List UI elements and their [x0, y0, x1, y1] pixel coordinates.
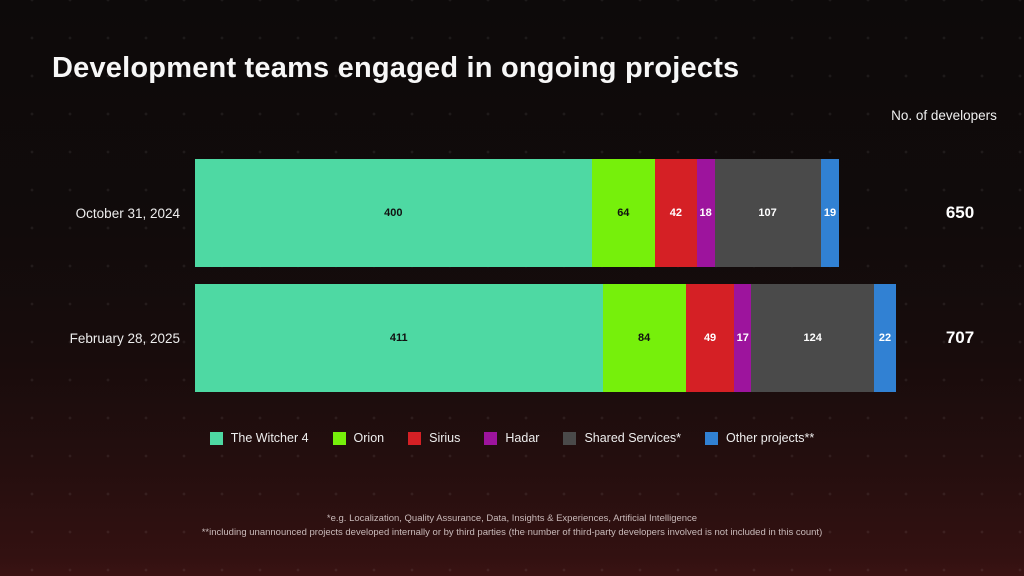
bar-segment: 19: [820, 159, 840, 267]
chart-legend: The Witcher 4 Orion Sirius Hadar Shared Serv…: [0, 431, 1024, 445]
bar-row: February 28, 2025 411 84 49 17 124 22 707: [0, 284, 1024, 392]
row-total: 650: [945, 203, 975, 222]
row-label: October 31, 2024: [75, 205, 180, 221]
legend-label: Hadar: [505, 431, 540, 445]
bar-segment: 49: [685, 284, 735, 392]
legend-item: Orion: [332, 431, 385, 445]
developers-axis-label: No. of developers: [891, 108, 997, 123]
legend-label: Sirius: [429, 431, 461, 445]
legend-swatch-icon: [332, 431, 346, 445]
legend-item: Other projects**: [705, 431, 814, 445]
legend-label: The Witcher 4: [230, 431, 309, 445]
footnote-line-2: **including unannounced projects develop…: [201, 526, 823, 538]
legend-item: The Witcher 4: [209, 431, 309, 445]
bar-segment: 17: [734, 284, 752, 392]
bar-segment: 64: [591, 159, 656, 267]
bar-segment: 22: [874, 284, 896, 392]
footnote-line-1: *e.g. Localization, Quality Assurance, D…: [326, 513, 698, 524]
bar-segment: 400: [195, 159, 592, 267]
legend-label: Other projects**: [726, 431, 815, 445]
bar-segment: 42: [655, 159, 697, 267]
stacked-bar: 400 64 42 18 107 19: [195, 159, 840, 267]
legend-item: Shared Services*: [563, 431, 681, 445]
bar-segment: 107: [714, 159, 821, 267]
legend-swatch-icon: [705, 431, 719, 445]
row-label: February 28, 2025: [69, 330, 180, 346]
legend-swatch-icon: [563, 431, 577, 445]
bar-segment: 18: [696, 159, 715, 267]
legend-item: Sirius: [408, 431, 460, 445]
bar-track: 411 84 49 17 124 22: [195, 284, 896, 392]
legend-item: Hadar: [484, 431, 539, 445]
bar-row: October 31, 2024 400 64 42 18 107 19 650: [0, 159, 1024, 267]
stacked-bar-chart: October 31, 2024 400 64 42 18 107 19 650 Februar…: [0, 159, 1024, 409]
legend-swatch-icon: [209, 431, 223, 445]
bar-segment: 411: [195, 284, 603, 392]
bar-track: 400 64 42 18 107 19: [195, 159, 896, 267]
legend-swatch-icon: [484, 431, 498, 445]
footnotes: *e.g. Localization, Quality Assurance, D…: [0, 512, 1024, 540]
legend-label: Orion: [353, 431, 385, 445]
stacked-bar: 411 84 49 17 124 22: [195, 284, 896, 392]
row-total: 707: [945, 328, 975, 347]
bar-segment: 84: [602, 284, 686, 392]
legend-swatch-icon: [408, 431, 422, 445]
legend-label: Shared Services*: [584, 431, 682, 445]
bar-segment: 124: [751, 284, 875, 392]
page-title: Development teams engaged in ongoing pro…: [52, 52, 740, 84]
